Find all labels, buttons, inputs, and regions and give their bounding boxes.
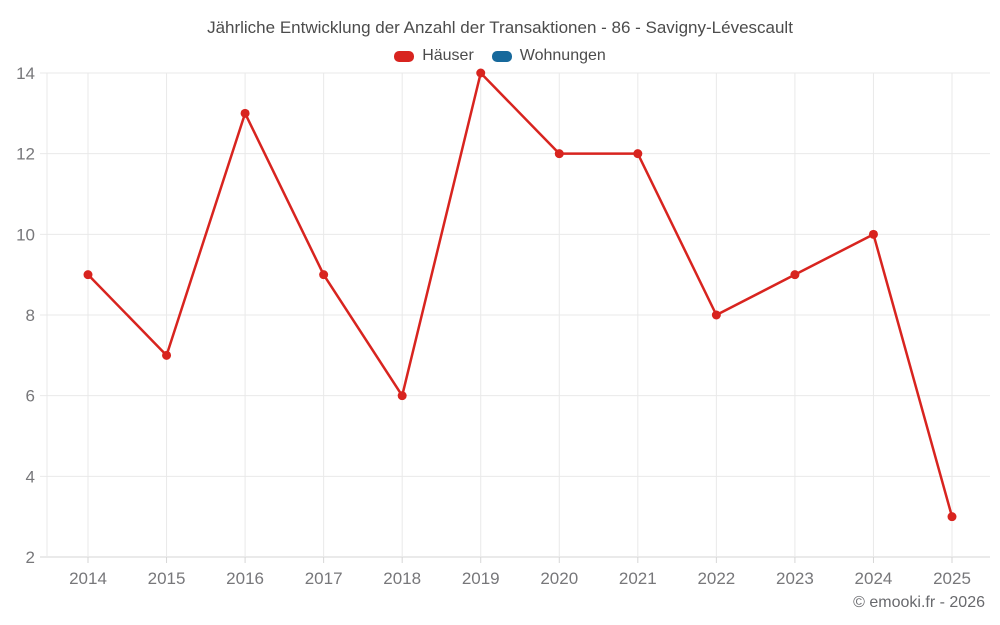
y-axis-tick-label: 14: [16, 64, 35, 83]
data-point-h-user-2017: [319, 270, 329, 280]
y-axis-tick-label: 2: [26, 548, 35, 567]
y-axis-tick-label: 10: [16, 225, 35, 244]
chart-title: Jährliche Entwicklung der Anzahl der Tra…: [207, 18, 793, 37]
data-point-h-user-2019: [476, 68, 486, 78]
x-axis-tick-label: 2014: [69, 569, 107, 588]
x-axis-tick-label: 2021: [619, 569, 657, 588]
legend-item-h-user[interactable]: Häuser: [394, 47, 474, 65]
x-axis-tick-label: 2016: [226, 569, 264, 588]
x-axis-tick-label: 2024: [855, 569, 893, 588]
data-point-h-user-2023: [790, 270, 800, 280]
legend-label: Häuser: [422, 47, 474, 64]
x-axis-tick-label: 2020: [540, 569, 578, 588]
legend-swatch-icon: [394, 50, 415, 62]
data-point-h-user-2015: [162, 350, 172, 360]
data-point-h-user-2014: [83, 270, 93, 280]
y-axis-tick-label: 6: [26, 387, 35, 406]
data-point-h-user-2020: [554, 149, 564, 159]
x-axis-tick-label: 2017: [305, 569, 343, 588]
x-axis-tick-label: 2018: [383, 569, 421, 588]
series-line-h-user: [86, 71, 954, 518]
y-axis-tick-label: 8: [26, 306, 35, 325]
x-axis-tick-label: 2022: [697, 569, 735, 588]
data-point-h-user-2018: [397, 391, 407, 401]
y-axis-tick-label: 4: [26, 467, 35, 486]
legend-item-wohnungen[interactable]: Wohnungen: [491, 47, 606, 65]
legend-label: Wohnungen: [519, 47, 606, 64]
legend-swatch-icon: [491, 50, 512, 62]
x-axis-tick-label: 2025: [933, 569, 971, 588]
copyright-credit: © emooki.fr - 2026: [853, 594, 985, 611]
y-axis-tick-label: 12: [16, 145, 35, 164]
data-point-h-user-2025: [947, 512, 957, 522]
data-point-h-user-2021: [633, 149, 643, 159]
x-axis-tick-label: 2023: [776, 569, 814, 588]
chart-legend: Häuser Wohnungen: [0, 47, 1000, 65]
data-point-h-user-2024: [868, 229, 878, 239]
data-point-h-user-2016: [240, 108, 250, 118]
data-point-h-user-2022: [711, 310, 721, 320]
x-axis-tick-label: 2019: [462, 569, 500, 588]
x-axis-tick-label: 2015: [148, 569, 186, 588]
